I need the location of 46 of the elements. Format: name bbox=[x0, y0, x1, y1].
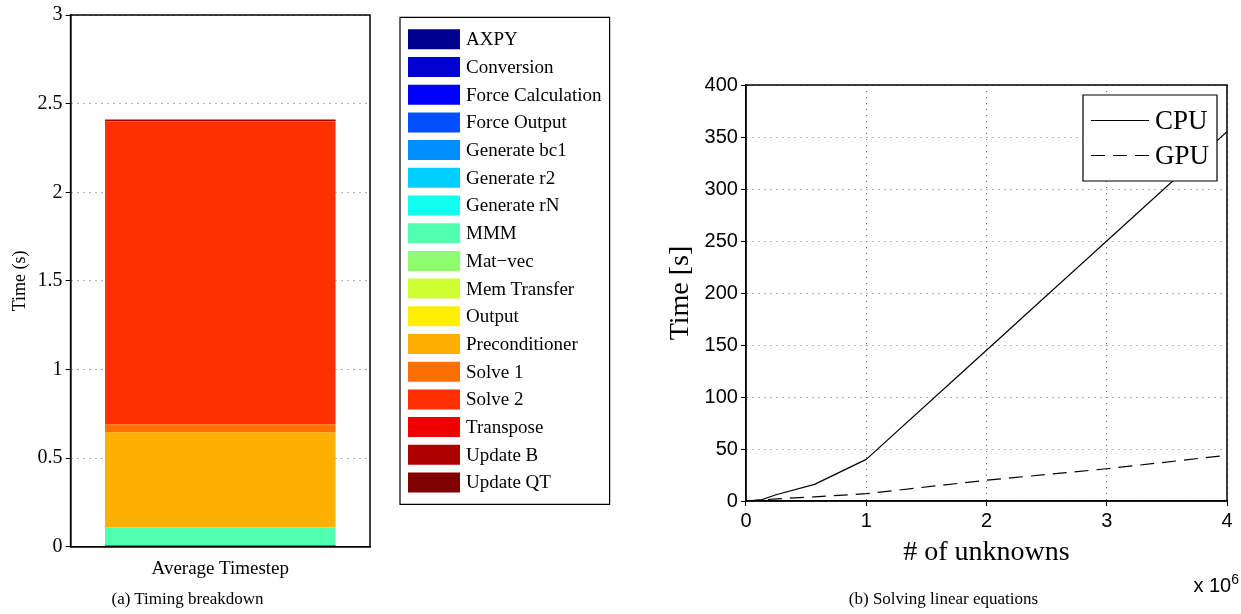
y-tick-label: 200 bbox=[704, 280, 738, 303]
text: (a) Timing breakdown bbox=[111, 589, 265, 609]
legend-label: Transpose bbox=[466, 416, 544, 438]
x-tick-label: 1 bbox=[860, 508, 872, 531]
x-tick-label: 3 bbox=[1101, 508, 1113, 531]
y-tick-label: 0 bbox=[726, 488, 738, 511]
legend-label: Generate bc1 bbox=[466, 139, 567, 161]
legend-label: AXPY bbox=[466, 28, 519, 50]
y-tick-label: 350 bbox=[704, 124, 738, 147]
y-tick-label: 150 bbox=[704, 332, 738, 355]
legend-label: GPU bbox=[1154, 139, 1209, 170]
y-tick-label: 0 bbox=[52, 534, 63, 557]
legend-label: Update B bbox=[466, 443, 539, 465]
x-tick-label: Average Timestep bbox=[151, 557, 289, 579]
y-tick-label: 300 bbox=[704, 176, 738, 199]
legend-label: Force Output bbox=[466, 111, 568, 133]
legend-label: CPU bbox=[1154, 104, 1208, 135]
text: (b) Solving linear equations bbox=[848, 589, 1039, 609]
y-tick-label: 1.5 bbox=[37, 268, 63, 291]
y-tick-label: 2.5 bbox=[37, 90, 63, 113]
legend-label: Preconditioner bbox=[466, 332, 579, 354]
legend-label: Mem Transfer bbox=[466, 277, 575, 299]
x-tick-label: 0 bbox=[740, 508, 752, 531]
y-tick-label: 400 bbox=[704, 72, 738, 95]
y-tick-label: 250 bbox=[704, 228, 738, 251]
y-tick-label: 2 bbox=[52, 179, 63, 202]
legend-label: MMM bbox=[466, 222, 517, 244]
y-axis-title: Time [s] bbox=[663, 245, 695, 341]
legend-label: Solve 1 bbox=[466, 360, 524, 382]
legend-label: Update QT bbox=[466, 471, 552, 493]
legend-label: Solve 2 bbox=[466, 388, 524, 410]
y-tick-label: 100 bbox=[704, 384, 738, 407]
legend-label: Generate rN bbox=[466, 194, 560, 216]
x-tick-label: 4 bbox=[1221, 508, 1233, 531]
legend-label: Conversion bbox=[466, 55, 555, 77]
y-axis-title: Time (s) bbox=[8, 250, 30, 312]
x-tick-label: 2 bbox=[980, 508, 993, 531]
legend-label: Generate r2 bbox=[466, 166, 556, 188]
y-tick-label: 0.5 bbox=[37, 445, 63, 468]
legend-label: Mat−vec bbox=[466, 249, 534, 271]
legend-label: Output bbox=[466, 305, 520, 327]
y-tick-label: 3 bbox=[52, 2, 63, 25]
x-axis-title: # of unknowns bbox=[903, 535, 1070, 567]
y-tick-label: 50 bbox=[715, 436, 738, 459]
y-tick-label: 1 bbox=[52, 356, 63, 379]
legend-label: Force Calculation bbox=[466, 83, 603, 105]
